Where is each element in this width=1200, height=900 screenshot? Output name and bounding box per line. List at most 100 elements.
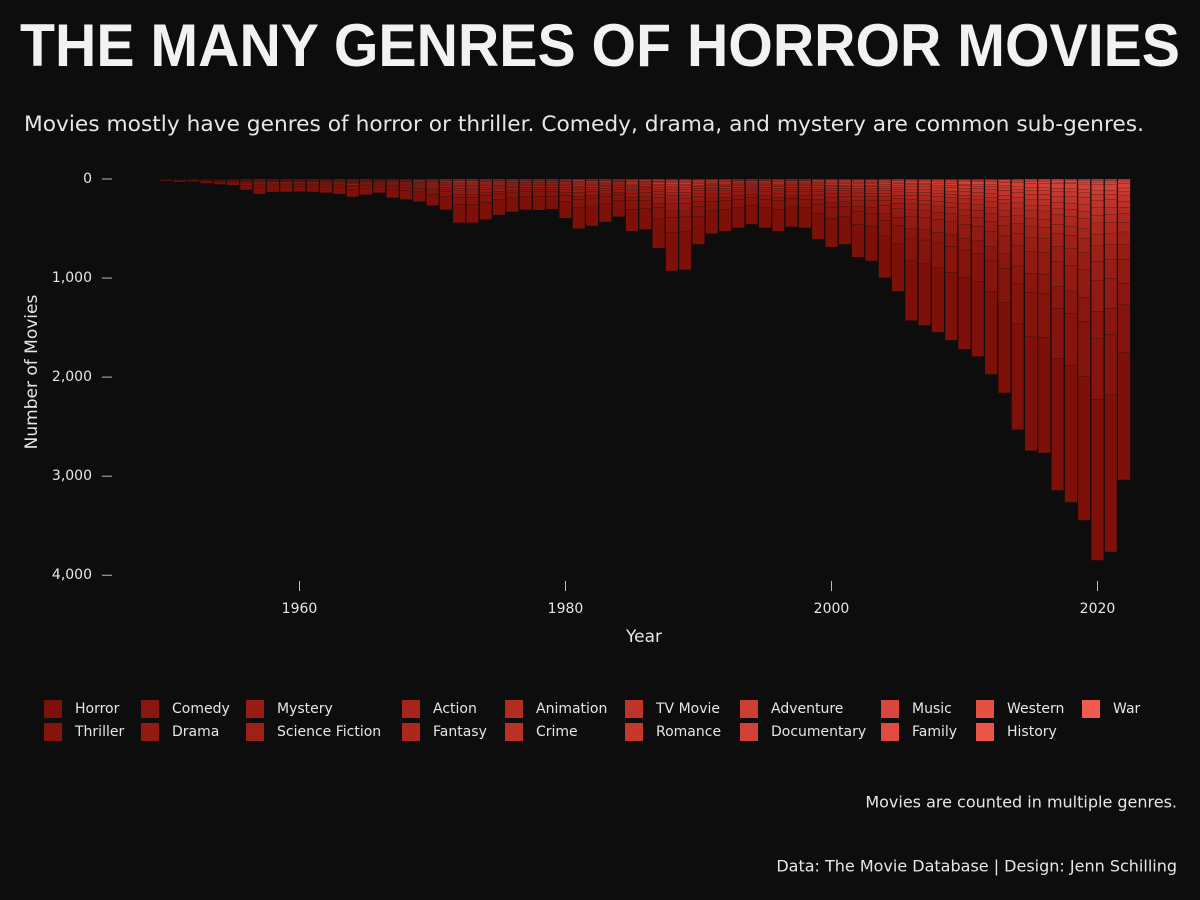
bar-segment [1117,259,1131,284]
bar-segment [825,186,838,189]
bar-segment [559,184,572,187]
bar-segment [971,217,984,227]
bar-segment [506,181,519,183]
bar-segment [1117,181,1131,184]
bar-segment [878,235,891,278]
legend-key [625,723,643,741]
bar-segment [572,192,585,197]
bar-segment [878,188,891,191]
bar-segment [492,185,506,187]
bar-segment [878,180,891,183]
bar-segment [506,182,519,184]
bar-segment [905,237,918,261]
legend-key [976,723,994,741]
bar-segment [572,187,585,190]
bar-segment [692,216,705,245]
bar-segment [452,197,466,205]
bar-segment [426,185,439,189]
bar-segment [865,207,878,214]
bar-segment [905,189,918,193]
bar-segment [612,180,625,182]
bar-segment [692,190,705,194]
bar-segment [998,185,1011,188]
bar-segment [639,200,652,209]
bar-segment [612,187,625,190]
bar-segment [1117,187,1131,192]
bar-segment [785,195,798,199]
bar-segment [971,186,984,189]
y-tick-label: 1,000 [52,270,92,286]
bar-segment [399,183,413,185]
bar-segment [851,188,865,191]
bar-segment [838,179,851,181]
bar-segment [346,182,359,183]
bar-segment [891,180,905,181]
bar-segment [253,187,266,195]
bar-segment [812,189,825,192]
bar-segment [1117,201,1131,208]
bar-segment [918,195,931,201]
bar-segment [825,207,838,219]
bar-segment [891,183,905,186]
bar-segment [1078,189,1091,193]
bar-segment [971,210,984,218]
bar-segment [652,181,665,184]
bar-segment [758,179,772,181]
bar-segment [891,180,905,183]
bar-segment [998,187,1011,191]
bar-segment [931,185,945,188]
bar-segment [865,181,878,183]
bar-segment [333,185,346,188]
legend-label: Music [912,701,952,717]
bar-segment [665,187,679,190]
bar-segment [758,185,772,188]
bar-segment [1038,180,1051,182]
bar-segment [838,188,851,191]
bar-segment [998,268,1011,303]
bar-segment [812,183,825,185]
bar-segment [333,182,346,185]
bar-segment [718,190,732,194]
bar-segment [1024,336,1038,451]
bar-segment [333,184,346,186]
bar-segment [838,180,851,182]
bar-segment [1038,187,1051,191]
bar-segment [958,277,971,350]
bar-segment [905,228,918,239]
bar-segment [851,186,865,189]
bar-segment [984,260,998,293]
bar-segment [851,211,865,225]
bar-segment [692,179,705,181]
legend-key [44,700,62,718]
bar-segment [679,182,692,185]
bar-segment [1024,194,1038,200]
bar-segment [399,182,413,184]
bar-segment [346,185,359,187]
bar-segment [918,183,931,185]
bar-segment [599,181,612,183]
bar-segment [1104,394,1117,552]
legend-key [402,700,420,718]
bar-segment [732,207,745,228]
bar-segment [506,192,519,199]
bar-segment [585,180,599,182]
legend-label: Mystery [277,701,333,717]
bar-segment [319,184,333,187]
bar-segment [1064,191,1078,197]
bar-segment [652,218,665,249]
bar-segment [386,184,399,186]
bar-segment [612,182,625,184]
bar-segment [945,181,958,184]
bar-segment [931,212,945,220]
bar-segment [984,213,998,222]
bar-segment [745,188,758,192]
bar-segment [639,196,652,201]
bar-segment [240,181,253,182]
bar-segment [812,182,825,184]
bar-segment [798,181,812,183]
bar-segment [266,186,280,193]
bar-segment [625,181,639,183]
bar-segment [253,185,266,188]
bar-segment [585,185,599,188]
bar-segment [200,180,213,182]
